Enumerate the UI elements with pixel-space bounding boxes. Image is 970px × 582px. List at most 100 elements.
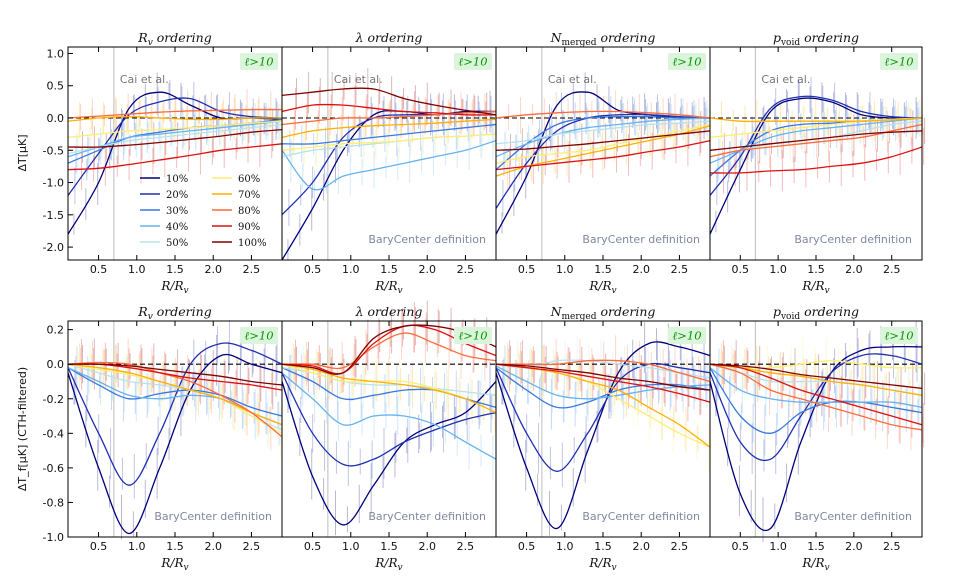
legend-label: 40%: [166, 222, 188, 233]
x-axis-label: R/Rv: [160, 279, 188, 296]
x-tick-label: 2.5: [883, 263, 901, 276]
y-tick-label: 1.0: [47, 47, 65, 60]
barycenter-label: BaryCenter definition: [582, 510, 700, 523]
legend-label: 80%: [238, 206, 260, 217]
x-tick-label: 0.5: [304, 540, 322, 553]
ell-badge-bg: [668, 53, 706, 70]
panel-bottom-1: 0.5 1.0 1.5 2.0 2.5 0.2 0.0 -0.2 -0.4 -0.6 -0.8 -1.…: [43, 304, 286, 573]
ell-badge-bg: [880, 53, 918, 70]
legend-label: 100%: [238, 238, 267, 249]
y-axis-label-top: ΔT[μK]: [16, 134, 29, 171]
x-tick-label: 2.5: [671, 540, 689, 553]
x-axis-label: R/Rv: [588, 556, 616, 573]
series-line-100pct: [495, 363, 711, 391]
series-line-10pct: [281, 110, 497, 261]
ell-badge: ℓ>10: [672, 55, 701, 69]
x-tick-label: 2.5: [671, 263, 689, 276]
ell-badge-bg: [668, 327, 706, 344]
series-line-10pct: [709, 345, 923, 532]
x-axis-label: R/Rv: [160, 556, 188, 573]
x-axis-label: R/Rv: [588, 279, 616, 296]
x-tick-label: 2.0: [418, 540, 436, 553]
x-tick-label: 2.5: [457, 540, 475, 553]
series-line-90pct: [67, 143, 283, 171]
legend-label: 70%: [238, 190, 260, 201]
ell-badge-bg: [454, 53, 492, 70]
panel-title: Nmerged ordering: [550, 304, 656, 322]
barycenter-label: BaryCenter definition: [154, 510, 272, 523]
series-lines: [67, 91, 283, 235]
y-tick-label: -0.4: [43, 427, 64, 440]
series-line-20pct: [67, 97, 283, 196]
x-tick-label: 1.0: [128, 540, 146, 553]
series-line-100pct: [281, 87, 497, 116]
series-line-100pct: [67, 363, 283, 386]
y-tick-label: 0.5: [47, 80, 65, 93]
series-line-80pct: [281, 110, 497, 126]
series-line-80pct: [495, 110, 711, 119]
series-line-40pct: [281, 372, 497, 460]
panel-top-3: Cai et al. 0.5 1.0 1.5 2.0 2.5 Nmerged orderin…: [495, 30, 714, 296]
plot-area: [710, 47, 922, 260]
series-line-60pct: [281, 133, 497, 151]
x-tick-label: 0.5: [732, 263, 750, 276]
barycenter-label: BaryCenter definition: [794, 510, 912, 523]
x-tick-label: 1.0: [556, 263, 574, 276]
series-line-30pct: [281, 123, 497, 145]
series-line-70pct: [709, 117, 923, 123]
cai-label: Cai et al.: [548, 73, 597, 86]
series-line-10pct: [495, 341, 711, 530]
series-line-60pct: [495, 123, 711, 164]
series-line-20pct: [495, 113, 711, 209]
series-lines: [709, 95, 923, 235]
series-line-10pct: [709, 97, 923, 235]
series-lines: [281, 87, 497, 261]
ell-badge: ℓ>10: [672, 329, 701, 343]
x-tick-label: 0.5: [518, 540, 536, 553]
plot-area: [282, 47, 496, 260]
series-line-70pct: [67, 116, 283, 122]
series-line-20pct: [495, 362, 711, 472]
plot-area: [496, 47, 710, 260]
cai-label: Cai et al.: [334, 73, 383, 86]
x-tick-label: 1.5: [807, 263, 825, 276]
y-tick-label: -0.6: [43, 462, 64, 475]
legend-label: 60%: [238, 174, 260, 185]
x-tick-label: 1.5: [380, 263, 398, 276]
x-tick-label: 2.0: [204, 540, 222, 553]
series-line-80pct: [67, 108, 283, 119]
y-tick-label: -1.0: [43, 531, 64, 544]
series-line-30pct: [495, 367, 711, 409]
series-line-20pct: [67, 342, 283, 486]
panel-bottom-2: 0.5 1.0 1.5 2.0 2.5 λ ordering R/Rv ℓ>10 BaryCen…: [281, 300, 500, 573]
series-line-90pct: [709, 146, 923, 174]
panel-bottom-3: 0.5 1.0 1.5 2.0 2.5 Nmerged ordering R/Rv ℓ>10 B…: [495, 304, 714, 573]
x-tick-label: 1.0: [342, 263, 360, 276]
y-axis-label-bottom: ΔT_f[μK] (CTH-filtered): [16, 367, 29, 491]
series-line-80pct: [281, 332, 497, 370]
panel-top-2: Cai et al. 0.5 1.0 1.5 2.0 2.5 λ ordering R/Rv ℓ…: [281, 30, 500, 296]
ell-badge: ℓ>10: [458, 55, 487, 69]
barycenter-label: BaryCenter definition: [368, 233, 486, 246]
x-tick-label: 0.5: [518, 263, 536, 276]
panel-top-1: Cai et al. 0.5 1.0 1.5 2.0 2.5 1.0 0.5 0.0 -0.5 -1…: [43, 30, 286, 296]
legend-label: 10%: [166, 174, 188, 185]
series-line-90pct: [281, 103, 497, 116]
series-line-80pct: [709, 363, 923, 431]
series-lines: [67, 342, 283, 535]
x-tick-label: 0.5: [732, 540, 750, 553]
ell-badge-bg: [880, 327, 918, 344]
x-tick-label: 1.5: [380, 540, 398, 553]
ell-badge: ℓ>10: [244, 55, 273, 69]
x-axis-label: R/Rv: [374, 279, 402, 296]
barycenter-label: BaryCenter definition: [368, 510, 486, 523]
x-axis-label: R/Rv: [801, 279, 829, 296]
series-line-20pct: [709, 353, 923, 462]
panel-bottom-4: 0.5 1.0 1.5 2.0 2.5 pvoid ordering R/Rv ℓ>10 Bar…: [709, 304, 926, 573]
y-tick-label: -2.0: [43, 241, 64, 254]
series-line-10pct: [281, 381, 497, 526]
panel-title: λ ordering: [355, 304, 423, 319]
x-tick-label: 0.5: [90, 540, 108, 553]
series-line-100pct: [495, 130, 711, 151]
